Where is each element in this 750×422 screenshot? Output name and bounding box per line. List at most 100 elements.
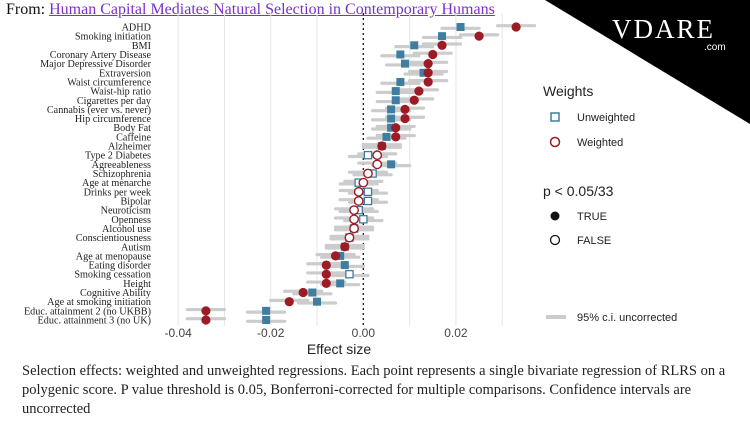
category-label: Autism [121, 242, 151, 253]
legend-true-label: TRUE [577, 211, 607, 223]
point-unweighted [391, 96, 400, 105]
x-tick-label: -0.02 [257, 326, 285, 340]
category-label: Neuroticism [101, 206, 151, 217]
point-unweighted [387, 105, 396, 114]
point-unweighted [387, 160, 396, 169]
category-label: Educ. attainment 2 (no UKBB) [24, 306, 151, 317]
category-label: Major Depressive Disorder [40, 59, 152, 70]
category-label: Educ. attainment 3 (no UK) [38, 316, 151, 327]
point-weighted [511, 22, 521, 32]
ci-layer [185, 24, 537, 323]
figure-caption: Selection effects: weighted and unweight… [22, 363, 726, 417]
point-weighted [353, 196, 364, 206]
category-label: Cigarettes per day [77, 96, 152, 107]
category-label: Openness [111, 215, 151, 226]
grid-layer [177, 13, 503, 326]
category-label: Body Fat [113, 123, 151, 134]
point-unweighted [396, 50, 405, 59]
category-label: Agreeableness [92, 160, 151, 171]
point-unweighted [438, 32, 447, 41]
category-label: Waist circumference [67, 77, 151, 88]
point-unweighted [359, 215, 368, 224]
point-unweighted [363, 196, 373, 206]
point-weighted [400, 104, 410, 115]
point-weighted [321, 278, 331, 288]
point-weighted [423, 77, 433, 87]
point-weighted [353, 186, 364, 197]
category-label: Eating disorder [88, 261, 151, 272]
point-weighted [414, 86, 424, 96]
category-label: Waist-hip ratio [90, 87, 151, 98]
point-unweighted [410, 41, 419, 50]
category-label: Cannabis (ever vs. never) [47, 105, 151, 116]
point-unweighted [400, 59, 409, 68]
category-label: Alzheimer [108, 142, 152, 153]
point-unweighted [396, 77, 405, 86]
category-label: BMI [132, 41, 152, 52]
category-label: Age at smoking initiation [47, 297, 151, 308]
category-label: Hip circumference [75, 114, 152, 125]
point-weighted [349, 205, 359, 216]
logo-suffix: .com [704, 42, 726, 53]
legend-false-marker [549, 234, 561, 246]
legend-false-label: FALSE [577, 235, 611, 247]
point-weighted [298, 287, 308, 298]
x-tick-label: 0.02 [444, 326, 468, 340]
point-weighted [423, 59, 433, 69]
point-weighted [349, 214, 359, 225]
category-label: Smoking initiation [75, 32, 151, 43]
category-label: Extraversion [99, 68, 151, 79]
point-weighted [321, 260, 331, 270]
category-label: Conscientiousness [76, 233, 151, 244]
point-weighted [340, 242, 350, 252]
vdare-logo: VDARE .com [612, 14, 750, 53]
point-weighted [428, 49, 438, 60]
point-weighted [372, 150, 383, 161]
category-label: Cognitive Ability [80, 288, 152, 299]
point-unweighted [313, 297, 322, 306]
category-label: Age at menarche [82, 178, 151, 189]
point-weighted [363, 168, 373, 179]
category-label: Schizophrenia [93, 169, 152, 180]
x-axis-label: Effect size [307, 341, 372, 357]
point-unweighted [336, 279, 345, 288]
category-label: ADHD [122, 23, 151, 34]
point-unweighted [382, 132, 391, 141]
legend: Weights Unweighted Weighted p < 0.05/33 … [543, 83, 677, 324]
point-weighted [437, 40, 447, 50]
legend-p-title: p < 0.05/33 [543, 183, 614, 199]
legend-unweighted-label: Unweighted [577, 112, 635, 124]
point-unweighted [262, 315, 271, 324]
category-label: Bipolar [120, 196, 151, 207]
point-weighted [358, 177, 369, 188]
point-unweighted [345, 269, 354, 279]
point-weighted [474, 31, 484, 41]
point-weighted [330, 251, 341, 261]
point-weighted [377, 141, 387, 151]
x-tick-label: -0.04 [164, 326, 192, 340]
source-prefix: From: [6, 1, 46, 18]
point-weighted [201, 306, 211, 316]
source-citation: From: Human Capital Mediates Natural Sel… [6, 1, 495, 19]
point-weighted [321, 269, 331, 279]
point-weighted [349, 223, 359, 234]
point-weighted [284, 297, 294, 307]
category-label: Type 2 Diabetes [85, 151, 151, 162]
point-unweighted [340, 261, 349, 270]
legend-weighted-label: Weighted [577, 137, 623, 149]
point-unweighted [363, 150, 373, 160]
legend-ci-label: 95% c.i. uncorrected [577, 312, 677, 324]
point-unweighted [262, 306, 271, 315]
x-tick-labels: -0.04 -0.02 0.00 0.02 [164, 326, 467, 340]
legend-unweighted-marker [550, 112, 560, 122]
source-link[interactable]: Human Capital Mediates Natural Selection… [49, 1, 495, 18]
point-unweighted [387, 114, 396, 123]
category-label: Caffeine [116, 132, 151, 143]
point-weighted [344, 232, 355, 243]
logo-text: VDARE [612, 14, 715, 44]
legend-weighted-marker [549, 136, 561, 148]
category-label: Coronary Artery Disease [50, 50, 152, 61]
point-weighted [201, 315, 211, 325]
